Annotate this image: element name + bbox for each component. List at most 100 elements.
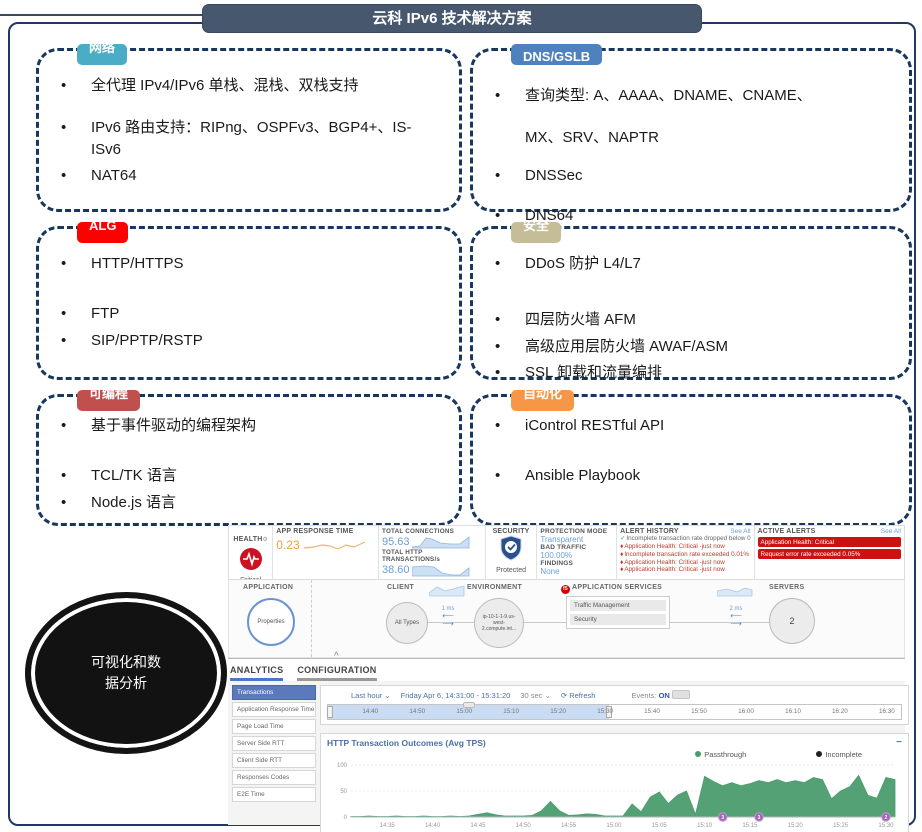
application-services-box: Traffic Management Security: [566, 596, 670, 629]
alert-text: Application Health: Critical -just now: [624, 542, 725, 550]
total-connections-value: 95.63: [382, 536, 410, 548]
shield-check-icon: [500, 535, 522, 561]
active-alerts-see-all-link[interactable]: See All: [880, 528, 901, 535]
bullet-item: DDoS 防护 L4/L7: [495, 253, 889, 275]
protection-card: PROTECTION MODE Transparent BAD TRAFFIC …: [537, 526, 618, 579]
application-node[interactable]: Properties: [247, 598, 295, 646]
svg-text:15:10: 15:10: [697, 823, 713, 829]
application-services-label: f5 APPLICATION SERVICES: [561, 584, 662, 594]
alert-history-item: ✓Incomplete transaction rate dropped bel…: [620, 535, 750, 543]
visualization-ellipse: 可视化和数据分析: [25, 592, 227, 754]
http-sparkline: [411, 565, 469, 577]
feature-box-network: 网络 全代理 IPv4/IPv6 单栈、混栈、双栈支持 IPv6 路由支持：RI…: [36, 44, 462, 212]
decorative-line: [0, 14, 210, 16]
caret-up-icon[interactable]: ^: [334, 651, 339, 662]
timeline-tick: 15:30: [597, 708, 613, 715]
tag-programmable: 可编程: [77, 390, 141, 411]
service-row[interactable]: Security: [570, 614, 666, 625]
tag-dns-gslb: DNS/GSLB: [511, 44, 603, 65]
tag-label: 安全: [523, 222, 550, 233]
alert-history-see-all-link[interactable]: See All: [730, 528, 751, 535]
client-latency-sparkline: [429, 585, 465, 597]
arrow-left-icon: ⟵: [442, 611, 454, 621]
legend-item-passthrough[interactable]: Passthrough: [695, 750, 746, 759]
diamond-icon: ♦: [620, 566, 624, 574]
svg-text:50: 50: [340, 789, 347, 795]
transaction-outcomes-chart[interactable]: 0 50 100 14:35 14:40 14:45 14:50 14:55 15:00 15:0…: [327, 759, 902, 832]
svg-text:14:55: 14:55: [561, 823, 577, 829]
client-node[interactable]: All Types: [386, 602, 428, 644]
security-label: SECURITY: [492, 528, 530, 535]
interval-dropdown[interactable]: 30 sec ⌄: [520, 691, 551, 700]
health-pulse-icon: [239, 548, 262, 570]
collapse-icon[interactable]: −: [896, 737, 902, 748]
diamond-icon: ♦: [620, 542, 624, 550]
health-card: HEALTH⚙ Critical: [229, 526, 274, 579]
sidebar-item-page-load-time[interactable]: Page Load Time: [232, 719, 316, 734]
svg-text:15:05: 15:05: [652, 823, 668, 829]
feature-box-alg: ALG HTTP/HTTPS FTP SIP/PPTP/RSTP: [36, 222, 462, 380]
timeline-selection[interactable]: [328, 705, 609, 719]
tab-configuration[interactable]: CONFIGURATION: [297, 665, 377, 681]
sidebar-item-server-side-rtt[interactable]: Server Side RTT: [232, 736, 316, 751]
refresh-icon: ⟳: [560, 690, 568, 700]
feature-box-automation: 自动化 iControl RESTful API Ansible Playboo…: [470, 390, 912, 526]
services-header-text: APPLICATION SERVICES: [572, 584, 663, 591]
diamond-icon: ♦: [620, 550, 624, 558]
art-sparkline: [303, 541, 365, 550]
collapse-divider: ^: [228, 651, 905, 662]
bullet-item: HTTP/HTTPS: [61, 253, 439, 275]
events-state: ON: [658, 691, 670, 700]
svg-text:15:30: 15:30: [878, 823, 894, 829]
legend-item-incomplete[interactable]: Incomplete: [816, 750, 862, 759]
arrow-right-icon: ⟶: [442, 618, 454, 628]
servers-node[interactable]: 2: [769, 598, 815, 644]
timeline-grip[interactable]: [462, 702, 475, 708]
health-label: HEALTH: [233, 536, 263, 543]
timeline-band[interactable]: 14:40 14:50 15:00 15:10 15:20 15:30 15:40 15:50…: [327, 702, 902, 720]
refresh-label: Refresh: [569, 690, 596, 700]
svg-text:15:15: 15:15: [742, 823, 758, 829]
events-toggle[interactable]: Events: ON: [631, 690, 690, 700]
bullet-item: iControl RESTful API: [495, 415, 889, 437]
bad-traffic-label: BAD TRAFFIC: [540, 544, 587, 552]
svg-text:15:00: 15:00: [606, 823, 622, 829]
protection-mode-label: PROTECTION MODE: [540, 528, 608, 535]
bullet-item: 全代理 IPv4/IPv6 单栈、混栈、双栈支持: [61, 75, 439, 97]
environment-node[interactable]: ip-10-1-1-9.us-west-2.compute.int...: [474, 598, 524, 648]
sidebar-item-client-side-rtt[interactable]: Client Side RTT: [232, 753, 316, 768]
art-value: 0.23: [276, 538, 300, 552]
bullet-item: SIP/PPTP/RSTP: [61, 330, 439, 352]
bullet-item: Node.js 语言: [61, 492, 439, 514]
bullet-item: FTP: [61, 303, 439, 325]
svg-text:15:20: 15:20: [788, 823, 804, 829]
arrow-right-icon: ⟶: [730, 618, 742, 628]
gear-icon[interactable]: ⚙: [262, 537, 268, 543]
arrow-left-icon: ⟵: [730, 611, 742, 621]
sidebar-item-e2e-time[interactable]: E2E Time: [232, 787, 316, 802]
app-response-time-card: APP RESPONSE TIME 0.23: [273, 526, 380, 579]
active-alert-badge: Application Health: Critical: [757, 537, 901, 547]
tab-analytics[interactable]: ANALYTICS: [230, 665, 284, 681]
timeline-handle-right[interactable]: [605, 706, 612, 718]
sidebar-item-app-response-time[interactable]: Application Response Time: [232, 702, 316, 717]
tag-label: ALG: [89, 222, 117, 233]
analytics-dashboard: HEALTH⚙ Critical APP RESPONSE TIME 0.23 …: [228, 525, 909, 832]
refresh-button[interactable]: ⟳ Refresh: [561, 691, 596, 700]
service-row[interactable]: Traffic Management: [570, 600, 666, 611]
security-status: Protected: [496, 567, 527, 574]
alert-history-item: ♦Incomplete transaction rate exceeded 0.…: [620, 551, 750, 559]
tag-label: DNS/GSLB: [523, 49, 591, 64]
alert-history-item: ♦Application Health: Critical -just now: [620, 543, 750, 551]
timeline-handle-left[interactable]: [327, 706, 333, 718]
alert-history-title: ALERT HISTORY: [620, 528, 679, 535]
bullet-item: DNSSec: [495, 165, 839, 187]
bullet-item: 四层防火墙 AFM: [495, 309, 889, 331]
range-text: Friday Apr 6, 14:31:00 - 15:31:20: [400, 690, 511, 700]
totals-card: TOTAL CONNECTIONS 95.63 TOTAL HTTP TRANS…: [379, 526, 486, 579]
sidebar-item-transactions[interactable]: Transactions: [232, 685, 316, 700]
findings-label: FINDINGS: [540, 560, 574, 568]
range-preset-dropdown[interactable]: Last hour ⌄: [351, 691, 391, 700]
sidebar-item-responses-codes[interactable]: Responses Codes: [232, 770, 316, 785]
svg-text:3: 3: [721, 815, 724, 821]
